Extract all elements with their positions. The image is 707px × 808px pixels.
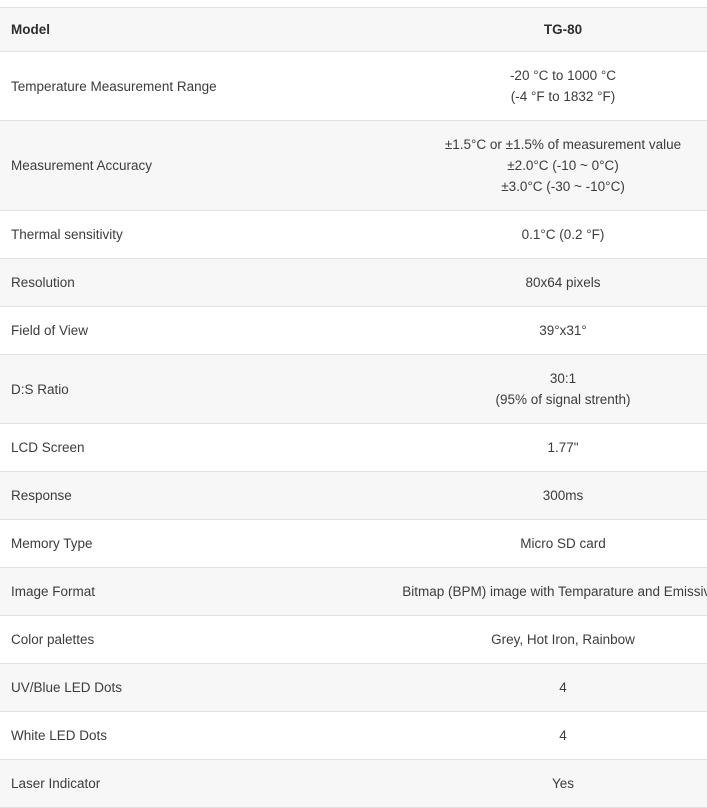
table-row: Color palettes Grey, Hot Iron, Rainbow xyxy=(0,615,707,664)
spec-value-line: Bitmap (BPM) image with Temparature and … xyxy=(402,584,707,599)
table-row: Field of View 39°x31° xyxy=(0,306,707,355)
spec-value: -20 °C to 1000 °C (-4 °F to 1832 °F) xyxy=(383,52,707,121)
table-row: White LED Dots 4 xyxy=(0,711,707,760)
table-row: Memory Type Micro SD card xyxy=(0,519,707,568)
spec-value-line: 4 xyxy=(559,680,567,695)
spec-value: 39°x31° xyxy=(383,307,707,355)
spec-value: 30:1 (95% of signal strenth) xyxy=(383,355,707,424)
spec-label: Thermal sensitivity xyxy=(11,227,123,242)
spec-value: 1.77" xyxy=(383,424,707,472)
spec-value-line: Grey, Hot Iron, Rainbow xyxy=(491,632,635,647)
spec-label: Response xyxy=(11,488,72,503)
spec-value: Yes xyxy=(383,760,707,808)
spec-value-line: 0.1°C (0.2 °F) xyxy=(521,227,605,242)
spec-value-line: ±2.0°C (-10 ~ 0°C) xyxy=(507,158,619,173)
spec-value: 80x64 pixels xyxy=(383,259,707,307)
table-row: Thermal sensitivity 0.1°C (0.2 °F) xyxy=(0,210,707,259)
spec-value: 300ms xyxy=(383,472,707,520)
spec-label: Field of View xyxy=(11,323,89,338)
table-row: LCD Screen 1.77" xyxy=(0,423,707,472)
spec-label: UV/Blue LED Dots xyxy=(11,680,123,695)
spec-value: Bitmap (BPM) image with Temparature and … xyxy=(383,568,707,616)
spec-label: Laser Indicator xyxy=(11,776,101,791)
spec-label: LCD Screen xyxy=(11,440,85,455)
spec-label: Measurement Accuracy xyxy=(11,158,153,173)
table-header-row: Model TG-80 xyxy=(0,7,707,52)
table-row: Laser Indicator Yes xyxy=(0,759,707,808)
table-row: Temperature Measurement Range -20 °C to 1… xyxy=(0,51,707,121)
spec-value: Micro SD card xyxy=(383,520,707,568)
spec-value-line: 1.77" xyxy=(547,440,579,455)
table-row: Image Format Bitmap (BPM) image with Temp… xyxy=(0,567,707,616)
spec-value-line: 80x64 pixels xyxy=(525,275,601,290)
table-row: UV/Blue LED Dots 4 xyxy=(0,663,707,712)
table-row: D:S Ratio 30:1 (95% of signal strenth) xyxy=(0,354,707,424)
spec-value-line: ±3.0°C (-30 ~ -10°C) xyxy=(501,179,625,194)
spec-value-line: (95% of signal strenth) xyxy=(495,392,631,407)
header-label-model: Model xyxy=(11,22,50,37)
table-row: Measurement Accuracy ±1.5°C or ±1.5% of m… xyxy=(0,120,707,211)
spec-value-line: -20 °C to 1000 °C xyxy=(509,68,617,83)
spec-value: Grey, Hot Iron, Rainbow xyxy=(383,616,707,664)
spec-label: Temperature Measurement Range xyxy=(11,78,217,94)
specification-table-body: Model TG-80 Temperature Measurement Rang… xyxy=(0,7,707,808)
spec-label: Color palettes xyxy=(11,632,95,647)
spec-value-line: (-4 °F to 1832 °F) xyxy=(510,89,616,104)
specification-table: Model TG-80 Temperature Measurement Rang… xyxy=(0,7,707,808)
spec-value-line: Micro SD card xyxy=(520,536,606,551)
spec-value-line: 39°x31° xyxy=(539,323,587,338)
table-row: Response 300ms xyxy=(0,471,707,520)
spec-label: D:S Ratio xyxy=(11,381,69,397)
spec-value-line: 30:1 xyxy=(549,371,577,386)
table-row: Resolution 80x64 pixels xyxy=(0,258,707,307)
spec-value: ±1.5°C or ±1.5% of measurement value ±2.0… xyxy=(383,121,707,211)
spec-value: 4 xyxy=(383,712,707,760)
spec-value: 0.1°C (0.2 °F) xyxy=(383,211,707,259)
spec-value: 4 xyxy=(383,664,707,712)
spec-value-line: 4 xyxy=(559,728,567,743)
spec-value-line: ±1.5°C or ±1.5% of measurement value xyxy=(444,137,682,152)
spec-label: Memory Type xyxy=(11,536,93,551)
spec-label: White LED Dots xyxy=(11,728,108,743)
spec-label: Resolution xyxy=(11,275,75,290)
spec-value-line: Yes xyxy=(551,776,575,791)
spec-label: Image Format xyxy=(11,584,96,599)
spec-value-line: 300ms xyxy=(542,488,584,503)
header-value-model: TG-80 xyxy=(543,22,583,37)
